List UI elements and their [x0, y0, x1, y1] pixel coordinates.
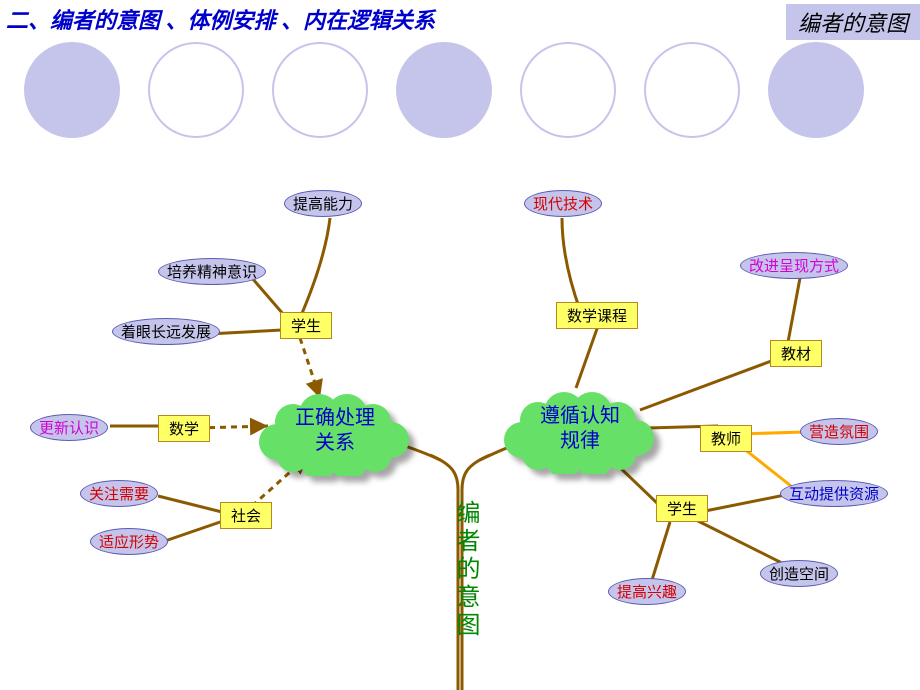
node-society: 社会: [220, 502, 272, 529]
node-e9: 营造氛围: [800, 418, 878, 445]
decor-circle: [644, 42, 740, 138]
node-e1: 提高能力: [284, 190, 362, 217]
node-e7: 现代技术: [524, 190, 602, 217]
cloud-right: [498, 384, 662, 474]
cloud-left: [253, 386, 417, 476]
page-title-right: 编者的意图: [786, 4, 920, 40]
decor-circle: [148, 42, 244, 138]
page-title-left: 二、编者的意图 、体例安排 、内在逻辑关系: [0, 3, 435, 35]
decor-row: [0, 42, 920, 142]
decor-circle: [24, 42, 120, 138]
decor-circle: [520, 42, 616, 138]
node-material: 教材: [770, 340, 822, 367]
node-e10: 互动提供资源: [780, 480, 888, 507]
root-label: 编者的意图: [448, 500, 483, 640]
node-e5: 关注需要: [80, 480, 158, 507]
node-teacher: 教师: [700, 425, 752, 452]
node-student_r: 学生: [656, 495, 708, 522]
node-e12: 提高兴趣: [608, 578, 686, 605]
node-student_l: 学生: [280, 312, 332, 339]
node-e8: 改进呈现方式: [740, 252, 848, 279]
node-e6: 适应形势: [90, 528, 168, 555]
node-math: 数学: [158, 415, 210, 442]
decor-circle: [768, 42, 864, 138]
decor-circle: [396, 42, 492, 138]
node-e4: 更新认识: [30, 414, 108, 441]
node-e2: 培养精神意识: [158, 258, 266, 285]
node-e11: 创造空间: [760, 560, 838, 587]
node-e3: 着眼长远发展: [112, 318, 220, 345]
node-course: 数学课程: [556, 302, 638, 329]
decor-circle: [272, 42, 368, 138]
